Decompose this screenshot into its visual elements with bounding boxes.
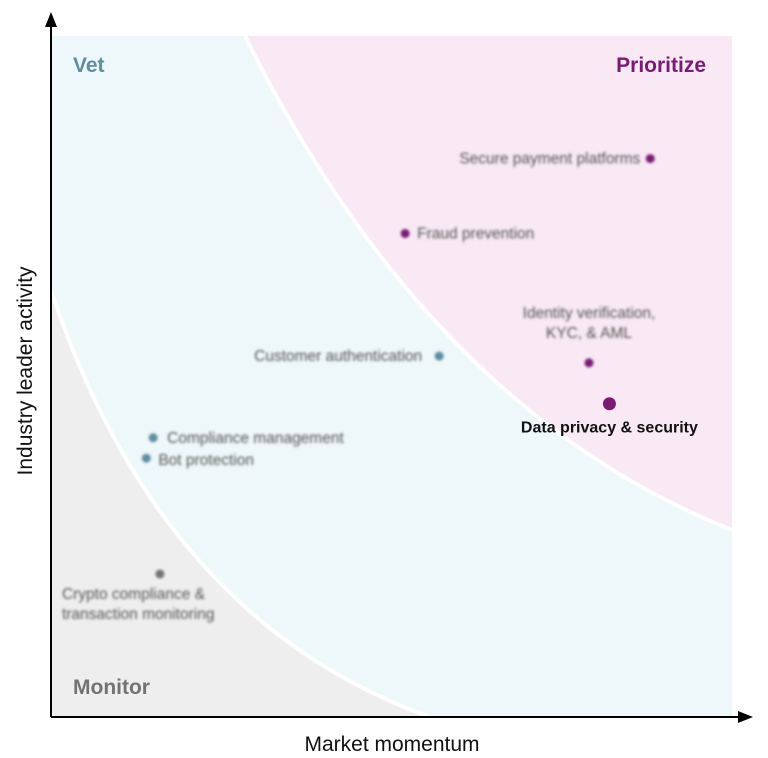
y-axis-label: Industry leader activity bbox=[14, 266, 37, 475]
data-point: Fraud prevention bbox=[400, 225, 534, 242]
data-point-marker bbox=[141, 453, 151, 463]
data-point: Identity verification, KYC, & AML bbox=[523, 305, 656, 368]
data-point: Compliance management bbox=[148, 430, 344, 447]
prioritize-zone-label: Prioritize bbox=[616, 54, 706, 77]
data-point-marker bbox=[584, 358, 594, 368]
data-point: Customer authentication bbox=[254, 348, 444, 365]
monitor-zone-label: Monitor bbox=[73, 676, 150, 699]
data-point-marker bbox=[400, 228, 410, 238]
data-points: Secure payment platforms Fraud prevention… bbox=[62, 151, 698, 623]
data-point: Data privacy & security bbox=[521, 397, 698, 437]
prioritize-boundary bbox=[243, 36, 732, 532]
monitor-zone-area bbox=[51, 290, 430, 717]
data-point-marker bbox=[434, 351, 444, 361]
data-point-label: Data privacy & security bbox=[521, 420, 698, 437]
x-axis-arrow-icon bbox=[738, 711, 753, 723]
data-point-marker bbox=[602, 397, 616, 411]
data-point-marker bbox=[148, 433, 158, 443]
data-point-label: Bot protection bbox=[158, 452, 254, 469]
y-axis-arrow-icon bbox=[45, 12, 57, 27]
data-point-label: Secure payment platforms bbox=[459, 151, 640, 168]
data-point-label: Fraud prevention bbox=[417, 225, 534, 242]
vet-zone-label: Vet bbox=[73, 54, 105, 77]
data-point: Secure payment platforms bbox=[459, 151, 655, 168]
data-point-label: Compliance management bbox=[167, 430, 344, 447]
data-point: Bot protection bbox=[141, 452, 254, 469]
data-point-marker bbox=[645, 154, 655, 164]
x-axis-label: Market momentum bbox=[304, 733, 479, 756]
monitor-boundary bbox=[51, 289, 431, 717]
data-point-marker bbox=[155, 569, 165, 579]
data-point-label: Identity verification, KYC, & AML bbox=[523, 305, 656, 342]
axes bbox=[45, 12, 753, 723]
data-point-label: Customer authentication bbox=[254, 348, 422, 365]
data-point: Crypto compliance & transaction monitorin… bbox=[62, 569, 215, 623]
data-point-label: Crypto compliance & transaction monitorin… bbox=[62, 586, 215, 623]
